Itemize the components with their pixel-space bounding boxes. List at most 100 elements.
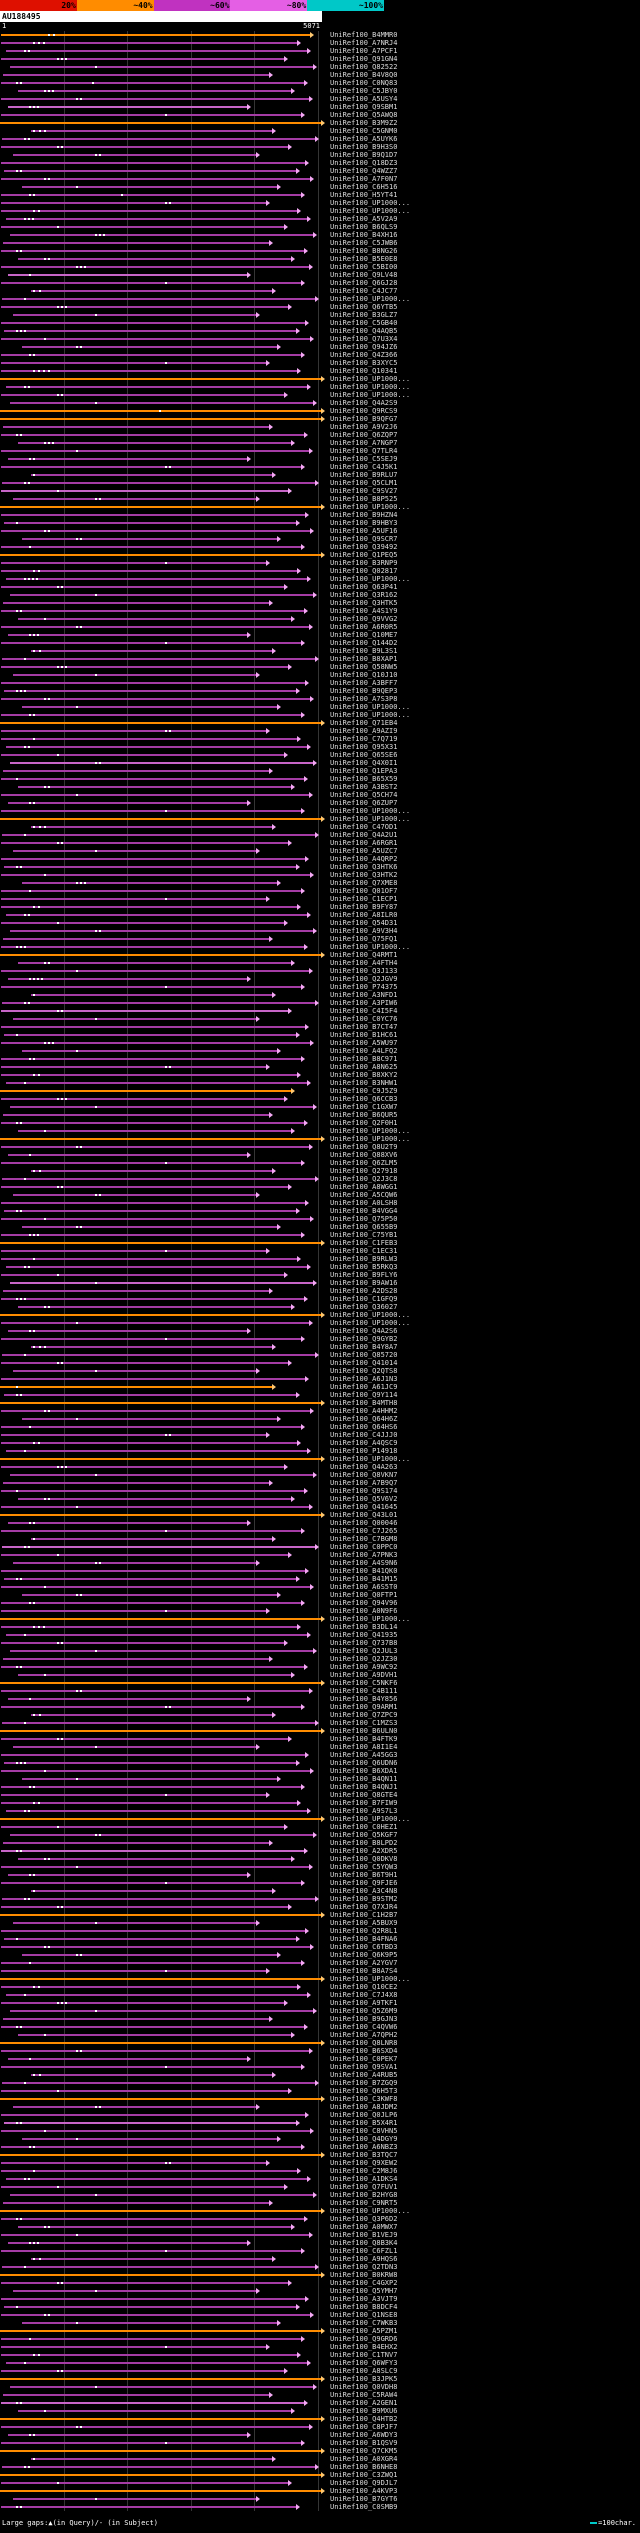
hit-label[interactable]: UniRef100_Q82522 [330, 63, 398, 71]
hit-label[interactable]: UniRef100_Q1PEQ5 [330, 551, 398, 559]
hit-bar[interactable] [0, 42, 299, 44]
hit-label[interactable]: UniRef100_C7J265 [330, 1527, 398, 1535]
hit-bar[interactable] [0, 754, 285, 756]
hit-label[interactable]: UniRef100_A7B9Q7 [330, 1479, 398, 1487]
hit-bar[interactable] [6, 746, 308, 748]
hit-label[interactable]: UniRef100_B9FLY6 [330, 1271, 398, 1279]
hit-bar[interactable] [0, 1850, 305, 1852]
hit-bar[interactable] [0, 570, 299, 572]
hit-bar[interactable] [30, 1346, 274, 1348]
hit-label[interactable]: UniRef100_Q39492 [330, 543, 398, 551]
hit-label[interactable]: UniRef100_Q2JZ30 [330, 1655, 398, 1663]
hit-label[interactable]: UniRef100_UP1000... [330, 1319, 411, 1327]
hit-label[interactable]: UniRef100_C0HEZ1 [330, 1823, 398, 1831]
hit-bar[interactable] [13, 1562, 258, 1564]
hit-bar[interactable] [0, 794, 310, 796]
hit-label[interactable]: UniRef100_B3DL14 [330, 1623, 398, 1631]
hit-bar[interactable] [0, 1530, 302, 1532]
hit-label[interactable]: UniRef100_B3TQC7 [330, 2151, 398, 2159]
hit-bar[interactable] [0, 2114, 307, 2116]
hit-bar[interactable] [0, 2154, 322, 2156]
hit-bar[interactable] [2, 1290, 270, 1292]
hit-label[interactable]: UniRef100_Q27918 [330, 1167, 398, 1175]
hit-label[interactable]: UniRef100_A6RGR1 [330, 839, 398, 847]
hit-label[interactable]: UniRef100_B8LPD2 [330, 1839, 398, 1847]
hit-label[interactable]: UniRef100_C4J5K1 [330, 463, 398, 471]
hit-label[interactable]: UniRef100_Q9ARM1 [330, 1703, 398, 1711]
hit-bar[interactable] [2, 770, 270, 772]
hit-label[interactable]: UniRef100_A7NGP7 [330, 439, 398, 447]
hit-bar[interactable] [0, 394, 285, 396]
hit-bar[interactable] [0, 1250, 267, 1252]
hit-label[interactable]: UniRef100_Q5YMH7 [330, 2287, 398, 2295]
hit-label[interactable]: UniRef100_B41M15 [330, 1575, 398, 1583]
hit-bar[interactable] [1, 2146, 303, 2148]
hit-label[interactable]: UniRef100_A4S9N6 [330, 1559, 398, 1567]
hit-bar[interactable] [7, 1522, 248, 1524]
hit-label[interactable]: UniRef100_Q4HTB2 [330, 2415, 398, 2423]
hit-bar[interactable] [1, 298, 317, 300]
hit-bar[interactable] [1, 546, 303, 548]
hit-bar[interactable] [0, 2130, 312, 2132]
hit-bar[interactable] [10, 594, 315, 596]
hit-label[interactable]: UniRef100_Q6K9P5 [330, 1951, 398, 1959]
hit-bar[interactable] [0, 506, 322, 508]
hit-bar[interactable] [0, 362, 267, 364]
hit-bar[interactable] [4, 2122, 298, 2124]
hit-label[interactable]: UniRef100_Q6CCB3 [330, 1095, 398, 1103]
hit-label[interactable]: UniRef100_B3RNP9 [330, 559, 398, 567]
hit-bar[interactable] [1, 1962, 303, 1964]
hit-bar[interactable] [30, 130, 274, 132]
hit-bar[interactable] [13, 314, 258, 316]
hit-label[interactable]: UniRef100_A4LFQ2 [330, 1047, 398, 1055]
hit-bar[interactable] [0, 2186, 285, 2188]
hit-label[interactable]: UniRef100_A4QSC9 [330, 1439, 398, 1447]
hit-bar[interactable] [0, 306, 289, 308]
hit-label[interactable]: UniRef100_A2XDR5 [330, 1847, 398, 1855]
hit-label[interactable]: UniRef100_C5BI00 [330, 263, 398, 271]
hit-bar[interactable] [0, 1442, 299, 1444]
hit-bar[interactable] [7, 1698, 248, 1700]
hit-label[interactable]: UniRef100_Q64H6Z [330, 1415, 398, 1423]
hit-bar[interactable] [17, 1306, 293, 1308]
hit-bar[interactable] [13, 850, 258, 852]
hit-bar[interactable] [2, 938, 270, 940]
hit-label[interactable]: UniRef100_Q6GJ28 [330, 279, 398, 287]
hit-bar[interactable] [0, 2090, 289, 2092]
hit-bar[interactable] [0, 34, 312, 36]
hit-label[interactable]: UniRef100_B1VEJ9 [330, 2231, 398, 2239]
hit-bar[interactable] [1, 1898, 317, 1900]
hit-label[interactable]: UniRef100_B2HYG8 [330, 2191, 398, 2199]
hit-label[interactable]: UniRef100_UP1000... [330, 391, 411, 399]
hit-bar[interactable] [0, 1090, 293, 1092]
hit-bar[interactable] [7, 1330, 248, 1332]
hit-label[interactable]: UniRef100_Q4DGY9 [330, 2135, 398, 2143]
hit-bar[interactable] [10, 234, 315, 236]
hit-label[interactable]: UniRef100_Q9FJE6 [330, 1879, 398, 1887]
hit-bar[interactable] [0, 2506, 298, 2508]
hit-label[interactable]: UniRef100_A7S3P8 [330, 695, 398, 703]
hit-label[interactable]: UniRef100_A0LSH8 [330, 1199, 398, 1207]
hit-label[interactable]: UniRef100_Q75P50 [330, 1215, 398, 1223]
hit-bar[interactable] [22, 1954, 279, 1956]
hit-bar[interactable] [0, 1554, 289, 1556]
hit-label[interactable]: UniRef100_Q9VVG2 [330, 615, 398, 623]
hit-bar[interactable] [4, 170, 298, 172]
hit-bar[interactable] [0, 626, 310, 628]
hit-bar[interactable] [10, 1650, 315, 1652]
hit-label[interactable]: UniRef100_Q2QTS8 [330, 1367, 398, 1375]
hit-bar[interactable] [0, 2426, 310, 2428]
hit-bar[interactable] [0, 1434, 267, 1436]
hit-label[interactable]: UniRef100_A5PZM1 [330, 2327, 398, 2335]
hit-bar[interactable] [2, 2018, 270, 2020]
hit-label[interactable]: UniRef100_Q3HTK5 [330, 599, 398, 607]
hit-label[interactable]: UniRef100_Q88XV6 [330, 1151, 398, 1159]
hit-label[interactable]: UniRef100_Q00046 [330, 1519, 398, 1527]
hit-bar[interactable] [7, 274, 248, 276]
hit-bar[interactable] [0, 1490, 305, 1492]
hit-label[interactable]: UniRef100_C4I5F4 [330, 1007, 398, 1015]
hit-label[interactable]: UniRef100_Q2J3C8 [330, 1175, 398, 1183]
hit-label[interactable]: UniRef100_B6SXD4 [330, 2047, 398, 2055]
hit-bar[interactable] [0, 82, 305, 84]
hit-label[interactable]: UniRef100_B4QN11 [330, 1775, 398, 1783]
